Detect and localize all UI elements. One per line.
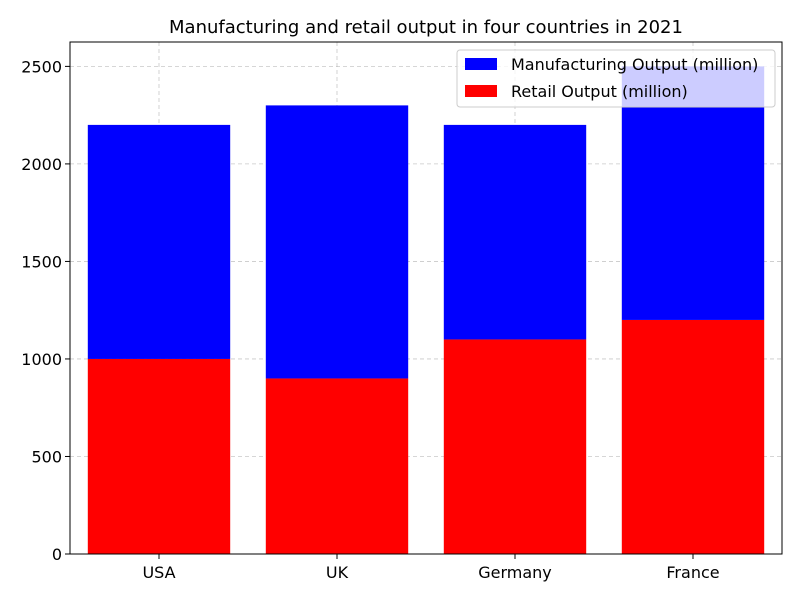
- bar-retail-france: [621, 319, 765, 554]
- bar-manufacturing-uk: [265, 105, 409, 379]
- y-tick-label: 1000: [21, 350, 62, 369]
- y-tick-label: 0: [52, 545, 62, 564]
- legend-swatch: [465, 85, 497, 97]
- y-tick-label: 1500: [21, 252, 62, 271]
- axes-frame: [69, 41, 783, 555]
- chart-title: Manufacturing and retail output in four …: [169, 17, 683, 38]
- legend: Manufacturing Output (million) Retail Out…: [456, 49, 776, 108]
- axes: [69, 41, 783, 555]
- x-tick-label: Germany: [478, 563, 552, 582]
- legend-label: Manufacturing Output (million): [511, 55, 758, 74]
- bar-manufacturing-france: [621, 66, 765, 320]
- y-tick-label: 500: [31, 447, 62, 466]
- y-tick-label: 2500: [21, 57, 62, 76]
- x-tick-label: USA: [142, 563, 175, 582]
- bars: [87, 66, 765, 554]
- bar-retail-germany: [443, 339, 587, 554]
- bar-retail-usa: [87, 358, 231, 554]
- legend-box: [456, 49, 776, 108]
- legend-swatch: [465, 58, 497, 70]
- bar-manufacturing-usa: [87, 124, 231, 359]
- bar-retail-uk: [265, 378, 409, 554]
- bar-manufacturing-germany: [443, 124, 587, 340]
- legend-label: Retail Output (million): [511, 82, 688, 101]
- x-tick-label: France: [666, 563, 719, 582]
- tick-labels: 0 500 1000 1500 2000 2500 USA UK Germany France: [21, 57, 719, 582]
- y-tick-label: 2000: [21, 155, 62, 174]
- x-tick-label: UK: [326, 563, 349, 582]
